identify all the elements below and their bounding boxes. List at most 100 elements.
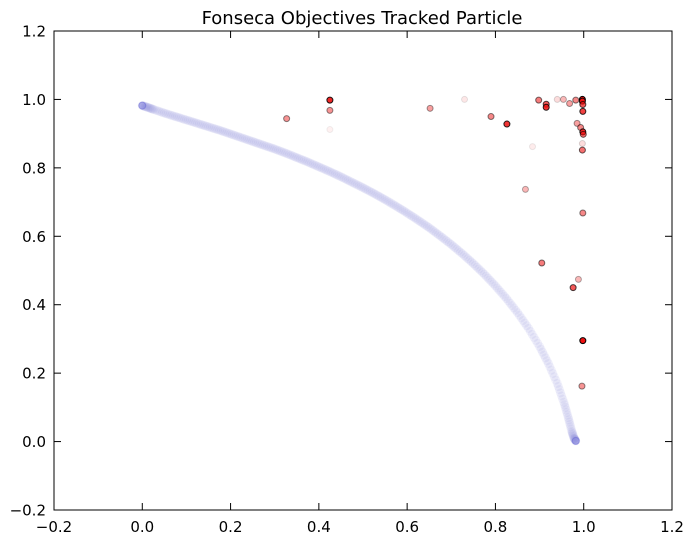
particle-point-25 xyxy=(578,140,586,148)
front-point-fill xyxy=(465,255,475,265)
front-point-fill xyxy=(321,165,331,175)
front-point-fill xyxy=(548,368,558,378)
front-point-23 xyxy=(380,195,390,205)
particle-point-2 xyxy=(326,126,334,134)
front-point-fill xyxy=(546,365,556,375)
front-point-fill xyxy=(196,120,206,130)
front-point-fill xyxy=(492,283,502,293)
front-point-fill xyxy=(474,264,484,274)
front-point-fill xyxy=(565,419,575,429)
front-point-fill xyxy=(483,273,493,283)
front-point-fill xyxy=(352,180,362,190)
tracked-particle-series xyxy=(283,95,587,390)
front-point-fill xyxy=(330,169,340,179)
front-point-fill xyxy=(364,186,374,196)
front-point-fill xyxy=(301,156,311,166)
front-point-28 xyxy=(435,231,445,241)
front-point-fill xyxy=(529,332,539,342)
front-point-fill xyxy=(566,422,576,432)
particle-point-32 xyxy=(578,382,586,390)
front-point-fill xyxy=(295,154,305,164)
front-point-fill xyxy=(520,318,530,328)
front-point-fill xyxy=(389,200,399,210)
front-point-fill xyxy=(476,266,486,276)
front-point-fill xyxy=(257,140,267,150)
front-point-fill xyxy=(220,127,230,137)
front-point-42 xyxy=(567,426,577,436)
front-point-29 xyxy=(446,240,456,249)
front-point-fill xyxy=(376,193,386,203)
x-tick-label: 1.0 xyxy=(572,518,596,536)
front-point-fill xyxy=(308,159,318,169)
front-point-fill xyxy=(198,120,208,130)
front-point-fill xyxy=(158,107,168,117)
front-point-22 xyxy=(369,189,379,199)
front-point-17 xyxy=(314,162,324,172)
front-point-3 xyxy=(159,108,169,118)
front-point-fill xyxy=(222,128,232,138)
front-point-fill xyxy=(509,303,519,313)
x-tick-label: 1.2 xyxy=(660,518,684,536)
front-point-4 xyxy=(170,112,180,122)
front-point-fill xyxy=(404,209,414,219)
front-point-fill xyxy=(261,141,271,151)
front-point-fill xyxy=(448,241,458,251)
front-point-fill xyxy=(398,206,408,216)
front-point-fill xyxy=(354,181,364,191)
front-point-fill xyxy=(305,158,315,168)
front-point-fill xyxy=(432,228,442,238)
y-tick-label: 0.2 xyxy=(22,365,46,383)
front-point-fill xyxy=(467,257,477,267)
front-point-fill xyxy=(191,118,201,128)
particle-point-6 xyxy=(487,113,495,121)
y-tick-label: 0.4 xyxy=(22,296,46,314)
front-point-5 xyxy=(181,115,191,125)
front-point-11 xyxy=(248,137,258,147)
front-point-fill xyxy=(211,124,221,134)
front-point-fill xyxy=(340,174,350,184)
front-point-fill xyxy=(150,105,160,115)
front-point-fill xyxy=(397,205,407,215)
front-point-fill xyxy=(470,260,480,270)
front-point-15 xyxy=(292,153,302,163)
front-point-10 xyxy=(237,133,247,143)
x-tick-label: 0.0 xyxy=(130,518,154,536)
front-point-fill xyxy=(556,388,566,398)
front-point-fill xyxy=(567,427,577,437)
front-point-34 xyxy=(501,294,511,304)
x-tick-label: 0.6 xyxy=(395,518,419,536)
front-point-fill xyxy=(209,124,219,134)
particle-point-27 xyxy=(538,259,546,267)
front-point-fill xyxy=(268,143,278,153)
front-point-fill xyxy=(443,237,453,247)
front-point-fill xyxy=(441,235,451,245)
front-point-fill xyxy=(536,344,546,354)
front-point-fill xyxy=(439,234,449,244)
front-point-fill xyxy=(454,246,464,256)
front-point-13 xyxy=(270,144,280,154)
y-tick-label: 0.0 xyxy=(22,433,46,451)
front-point-fill xyxy=(549,372,559,382)
front-point-fill xyxy=(205,122,215,132)
front-point-fill xyxy=(489,279,499,289)
front-point-41 xyxy=(563,413,573,423)
x-tick-label: 0.4 xyxy=(307,518,331,536)
front-point-fill xyxy=(527,329,537,339)
front-point-fill xyxy=(332,170,342,180)
particle-point-22 xyxy=(579,107,587,115)
front-point-fill xyxy=(299,156,309,166)
front-point-18 xyxy=(325,167,335,177)
front-point-fill xyxy=(288,151,298,161)
front-start-marker xyxy=(138,101,147,110)
x-tick-label: 0.2 xyxy=(219,518,243,536)
front-point-fill xyxy=(249,137,259,147)
particle-point-30 xyxy=(569,284,577,292)
front-point-fill xyxy=(558,394,568,404)
particle-point-10 xyxy=(535,96,543,104)
y-tick-label: 0.6 xyxy=(22,228,46,246)
front-point-fill xyxy=(290,152,300,162)
particle-point-8 xyxy=(529,143,537,151)
particle-point-26 xyxy=(578,146,586,154)
particle-point-13 xyxy=(553,95,561,103)
front-point-fill xyxy=(554,385,564,395)
